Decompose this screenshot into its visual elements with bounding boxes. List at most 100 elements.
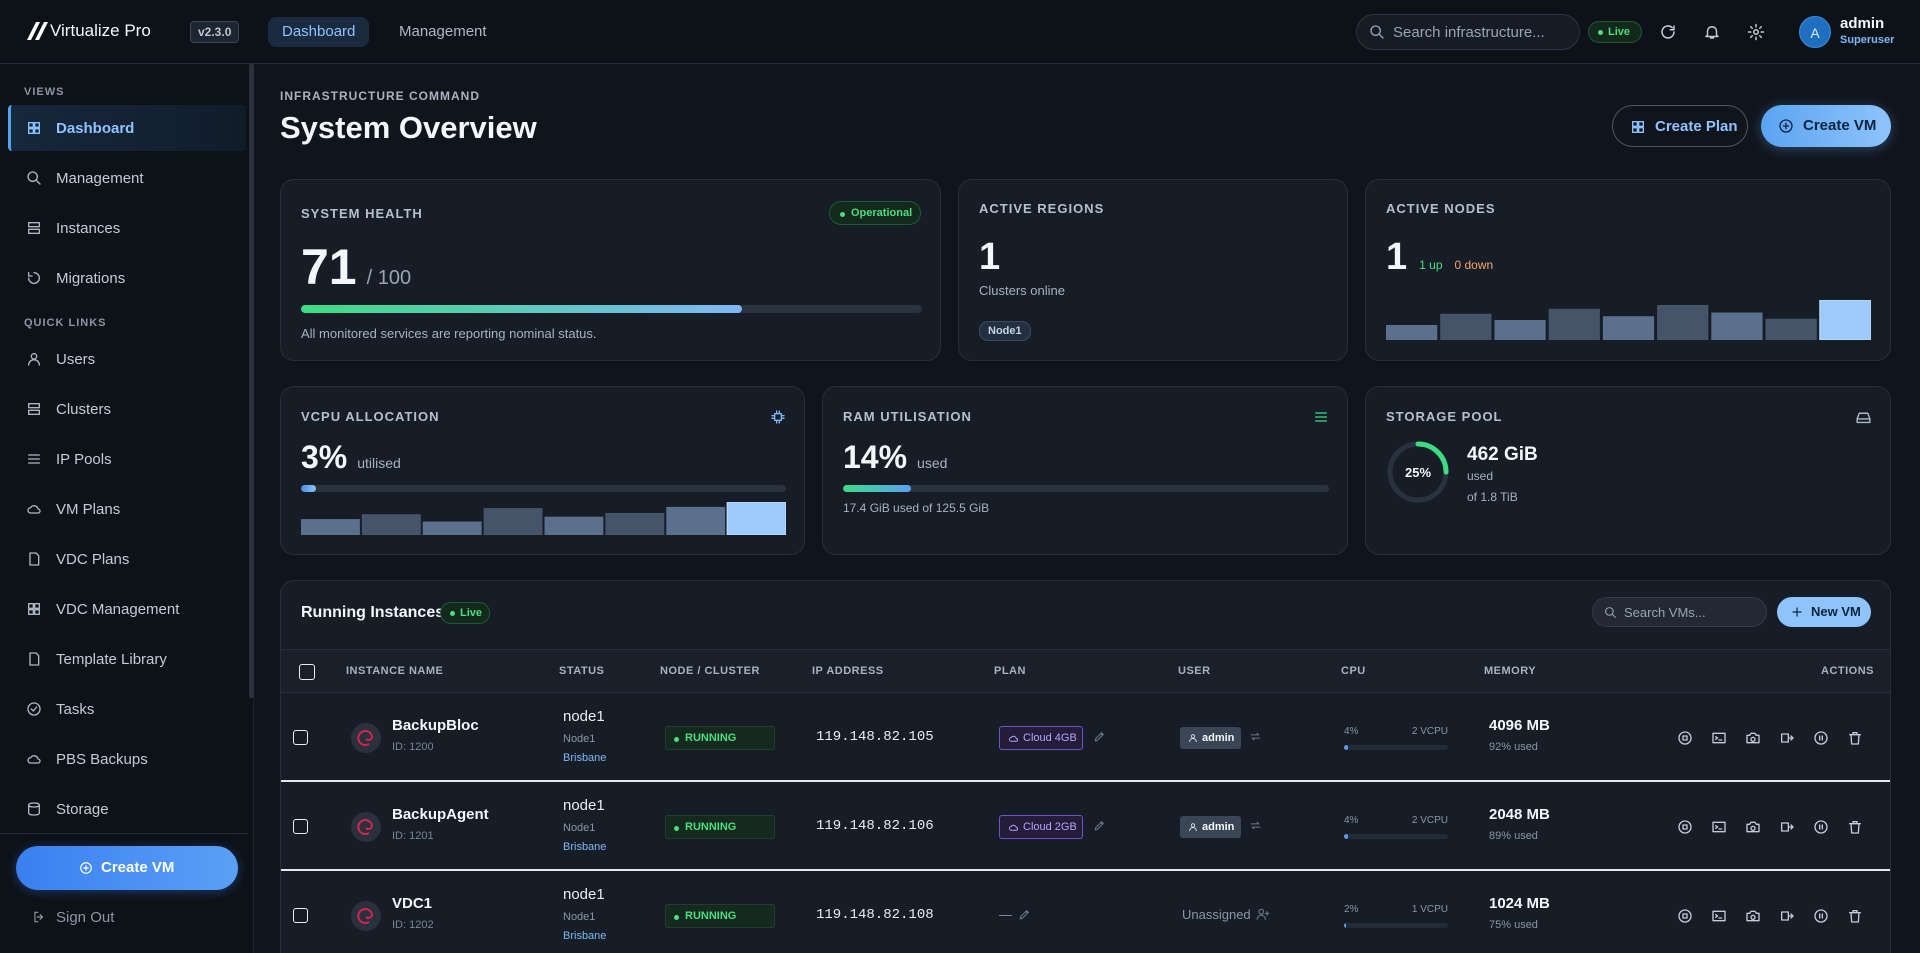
icon (80, 862, 92, 874)
icon-path (1605, 607, 1616, 618)
location: Brisbane (563, 841, 607, 853)
row-action[interactable] (1711, 908, 1727, 924)
avatar[interactable]: A (1799, 16, 1831, 48)
new-vm-button[interactable]: New VM (1777, 597, 1871, 627)
percent-row: 14% used (843, 439, 947, 476)
live-dot (1598, 30, 1603, 35)
icon-path (1678, 820, 1692, 834)
spark-bar (1602, 316, 1655, 340)
row-action[interactable] (1847, 819, 1863, 835)
spark-bar (726, 502, 786, 535)
nav-item[interactable]: Tasks (8, 686, 246, 732)
nav-item[interactable]: Users (8, 336, 246, 382)
row-action[interactable] (1779, 819, 1795, 835)
row-action[interactable] (1677, 908, 1693, 924)
column-header: NODE / CLUSTER (660, 665, 760, 677)
nav-item[interactable]: Clusters (8, 386, 246, 432)
row-action[interactable] (1813, 730, 1829, 746)
edit-plan[interactable] (1018, 908, 1031, 921)
icon-path (1250, 821, 1261, 830)
create-plan-button[interactable]: Create Plan (1612, 105, 1748, 147)
header-checkbox[interactable] (299, 664, 315, 680)
toolbar-button[interactable] (1747, 23, 1765, 41)
nav-tab[interactable]: Management (399, 23, 487, 40)
assign-user[interactable] (1256, 907, 1270, 921)
icon-path (1008, 735, 1019, 742)
nav-item[interactable]: PBS Backups (8, 736, 246, 782)
icon-path (1814, 820, 1828, 834)
icon (34, 911, 44, 923)
row-action[interactable] (1677, 730, 1693, 746)
row-checkbox[interactable] (293, 908, 308, 923)
nav-item[interactable]: Storage (8, 786, 246, 832)
nav-item[interactable]: VM Plans (8, 486, 246, 532)
toolbar-button[interactable] (1703, 23, 1721, 41)
icon (1008, 824, 1019, 831)
nav-item[interactable]: Migrations (8, 255, 246, 301)
icon (28, 802, 40, 816)
row-action[interactable] (1745, 908, 1761, 924)
row-action[interactable] (1779, 730, 1795, 746)
row-action[interactable] (1847, 908, 1863, 924)
icon (29, 652, 40, 666)
usage-track (301, 485, 786, 492)
row-action[interactable] (1813, 819, 1829, 835)
row-action[interactable] (1813, 908, 1829, 924)
create-vm-header-button[interactable]: Create VM (1761, 105, 1891, 147)
status-badge: RUNNING (665, 815, 775, 839)
ram-detail: 17.4 GiB used of 125.5 GiB (843, 501, 990, 515)
nav-item[interactable]: Instances (8, 205, 246, 251)
edit-plan[interactable] (1093, 730, 1106, 743)
spark-bar (422, 521, 482, 535)
icon-path (1705, 26, 1719, 39)
create-vm-button[interactable]: Create VM (16, 846, 238, 890)
nav-tab[interactable]: Dashboard (268, 17, 370, 47)
nav-item[interactable]: IP Pools (8, 436, 246, 482)
storage-used: 462 GiB (1467, 444, 1538, 465)
sign-out[interactable]: Sign Out (24, 904, 164, 930)
row-checkbox[interactable] (293, 730, 308, 745)
spark-bar (1765, 318, 1817, 340)
nav-item[interactable]: VDC Plans (8, 536, 246, 582)
spark-bar (1494, 320, 1546, 340)
nav-item[interactable]: VDC Management (8, 586, 246, 632)
toolbar-button[interactable] (1659, 23, 1677, 41)
row-checkbox[interactable] (293, 819, 308, 834)
column-header: STATUS (559, 665, 605, 677)
row-action[interactable] (1711, 730, 1727, 746)
icon (28, 603, 40, 615)
vcpu: 1 VCPU (1411, 904, 1448, 915)
cpu-fill (1344, 834, 1349, 839)
row-action[interactable] (1847, 730, 1863, 746)
icon-path (27, 171, 41, 185)
row-action[interactable] (1677, 819, 1693, 835)
vm-search-placeholder: Search VMs... (1624, 605, 1706, 620)
icon (1189, 734, 1197, 743)
row-action[interactable] (1745, 730, 1761, 746)
icon (28, 353, 40, 366)
icon-path (1678, 731, 1692, 745)
row-action[interactable] (1779, 908, 1795, 924)
search-box[interactable]: Search infrastructure... (1356, 14, 1580, 50)
column-header: PLAN (994, 665, 1026, 677)
icon-path (1849, 821, 1861, 834)
card-label: ACTIVE NODES (1386, 201, 1496, 216)
ip-address: 119.148.82.105 (816, 729, 934, 745)
reassign-user[interactable] (1249, 730, 1262, 743)
spark-bar (544, 516, 604, 535)
reassign-user[interactable] (1249, 819, 1262, 832)
icon (28, 122, 40, 134)
row-action[interactable] (1745, 819, 1761, 835)
nav-item[interactable]: Management (8, 155, 246, 201)
nav-item[interactable]: Template Library (8, 636, 246, 682)
os-icon (351, 723, 381, 753)
edit-plan[interactable] (1093, 819, 1106, 832)
icon-path (1814, 731, 1828, 745)
icon-path (27, 702, 41, 716)
icon-path (27, 505, 41, 514)
create-vm-text: Create VM (101, 859, 175, 876)
nav-item[interactable]: Dashboard (8, 105, 246, 151)
row-action[interactable] (1711, 819, 1727, 835)
vm-search[interactable]: Search VMs... (1592, 597, 1767, 627)
icon (28, 403, 40, 415)
